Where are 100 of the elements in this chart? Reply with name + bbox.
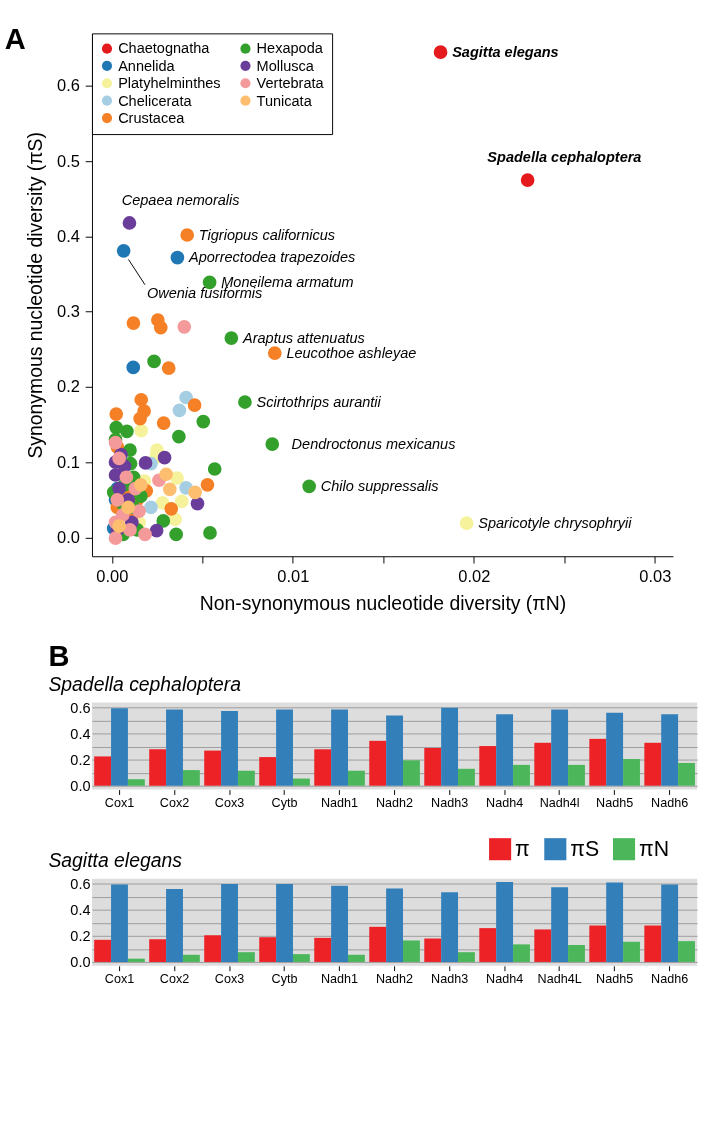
x-tick-label: Nadh5 <box>596 795 634 810</box>
legend-label: πS <box>570 836 600 861</box>
point <box>170 471 184 485</box>
point <box>170 250 185 265</box>
x-tick-label: Cox2 <box>159 795 190 810</box>
point <box>161 361 176 376</box>
legend-label: Vertebrata <box>256 75 325 92</box>
legend-label: Tunicata <box>256 92 313 109</box>
point <box>207 462 222 476</box>
annotation: Cepaea nemoralis <box>121 191 240 208</box>
bar <box>496 881 514 962</box>
point <box>224 331 239 345</box>
bar <box>386 888 404 962</box>
point <box>196 414 211 429</box>
point <box>123 523 137 537</box>
point <box>122 216 137 230</box>
bar <box>331 709 348 786</box>
bar <box>111 884 128 962</box>
point <box>162 482 177 497</box>
x-tick-label: Nadh4 <box>486 971 524 986</box>
y-tick-label: 0.0 <box>70 954 91 971</box>
point <box>265 437 280 451</box>
bar <box>403 940 420 962</box>
bar <box>111 708 128 786</box>
y-tick-label: 0.4 <box>70 902 91 919</box>
y-tick-label: 0.0 <box>70 778 91 795</box>
point <box>520 173 535 187</box>
annotation: Araptus attenuatus <box>241 329 365 346</box>
y-tick-label: 0.5 <box>57 151 80 170</box>
annotation: Leucothoe ashleyae <box>286 344 417 361</box>
text: A <box>4 22 26 55</box>
bar <box>204 750 222 786</box>
bar <box>347 954 365 962</box>
point <box>149 523 164 538</box>
bar <box>479 746 497 786</box>
point <box>169 527 183 542</box>
bar <box>678 941 695 962</box>
bar <box>237 952 255 962</box>
bar <box>534 929 552 962</box>
bar <box>259 757 277 786</box>
point <box>112 519 126 533</box>
bar <box>513 764 530 786</box>
bar <box>149 939 167 962</box>
point <box>132 504 146 518</box>
bar <box>678 762 695 786</box>
bar <box>551 709 569 786</box>
annotation: Sparicotyle chrysophryii <box>478 514 633 531</box>
bar <box>276 883 293 962</box>
annotation: Tigriopus californicus <box>198 226 336 243</box>
bar <box>568 764 585 786</box>
bar <box>661 714 679 786</box>
y-tick-label: 0.1 <box>57 452 80 471</box>
x-tick-label: Nadh5 <box>596 971 634 986</box>
legend-label: Platyhelminthes <box>118 75 221 92</box>
bar <box>606 712 624 786</box>
y-tick-label: 0.4 <box>57 226 80 245</box>
x-tick-label: Nadh4 <box>486 795 524 810</box>
x-tick-label: Nadh4L <box>537 971 582 986</box>
y-tick-label: 0.6 <box>70 876 91 893</box>
x-axis-title: Non-synonymous nucleotide diversity (πN) <box>199 591 567 614</box>
annotation: Dendroctonus mexicanus <box>291 436 456 452</box>
bar <box>623 941 640 962</box>
point <box>138 527 152 542</box>
bar <box>276 709 293 786</box>
bar <box>314 749 332 786</box>
legend-label: π <box>515 836 530 861</box>
point <box>156 514 171 528</box>
y-tick-label: 0.2 <box>70 928 91 945</box>
y-tick-label: 0.3 <box>57 302 80 321</box>
x-tick-label: Nadh4l <box>539 795 580 810</box>
bar <box>623 759 640 786</box>
bar <box>458 952 475 962</box>
bar <box>644 742 662 786</box>
point <box>180 228 195 242</box>
bar <box>94 756 112 786</box>
annotation: Sagitta elegans <box>452 44 559 61</box>
bar <box>127 958 145 962</box>
point <box>138 456 153 470</box>
point <box>126 360 141 375</box>
x-tick-label: 0.03 <box>639 566 672 585</box>
bar <box>94 939 112 962</box>
point <box>190 496 205 511</box>
text: B <box>48 639 70 672</box>
bar <box>221 883 238 962</box>
point <box>144 500 158 515</box>
x-tick-label: Nadh2 <box>376 795 414 810</box>
x-tick-label: Nadh2 <box>376 971 414 986</box>
bar <box>369 926 387 962</box>
x-tick-label: Nadh1 <box>321 795 359 810</box>
point <box>174 494 189 509</box>
bar <box>347 770 365 786</box>
legend-label: Chaetognatha <box>118 40 211 57</box>
point <box>134 477 148 492</box>
chart-title: Sagitta elegans <box>48 849 183 872</box>
bar <box>127 779 145 786</box>
point <box>153 320 168 335</box>
point <box>238 395 252 409</box>
bar <box>292 778 310 786</box>
bar <box>496 714 514 786</box>
bar <box>661 884 679 962</box>
